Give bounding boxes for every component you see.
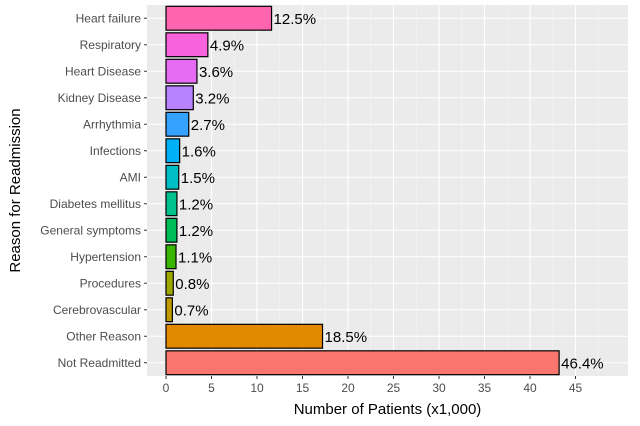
bars bbox=[165, 5, 560, 376]
data-label: 1.2% bbox=[179, 223, 213, 240]
bar bbox=[165, 323, 324, 349]
plot-background bbox=[147, 5, 628, 376]
bar bbox=[165, 164, 180, 190]
grid-lines bbox=[147, 5, 628, 376]
data-label: 12.5% bbox=[274, 11, 317, 28]
data-label: 18.5% bbox=[325, 329, 368, 346]
data-label: 1.6% bbox=[182, 143, 216, 160]
bar bbox=[165, 58, 198, 84]
y-tick-label: Infections bbox=[90, 144, 141, 158]
bar bbox=[165, 32, 209, 58]
x-tick-label: 0 bbox=[163, 381, 170, 395]
bar bbox=[165, 297, 173, 323]
data-label: 0.8% bbox=[175, 276, 209, 293]
y-tick-label: Not Readmitted bbox=[58, 356, 141, 370]
x-tick-label: 45 bbox=[569, 381, 583, 395]
bar bbox=[165, 350, 560, 376]
data-label: 0.7% bbox=[174, 302, 208, 319]
x-axis-tick-labels: 0 5 10 15 20 25 30 35 40 45 bbox=[163, 376, 583, 395]
data-label: 1.1% bbox=[178, 249, 212, 266]
y-tick-label: AMI bbox=[120, 170, 141, 184]
bar bbox=[165, 111, 190, 137]
x-tick-label: 40 bbox=[523, 381, 537, 395]
y-tick-label: Cerebrovascular bbox=[53, 303, 141, 317]
x-tick-label: 20 bbox=[341, 381, 355, 395]
data-label: 46.4% bbox=[561, 355, 604, 372]
x-tick-label: 25 bbox=[387, 381, 401, 395]
x-tick-label: 30 bbox=[432, 381, 446, 395]
bar bbox=[165, 244, 177, 270]
x-tick-label: 5 bbox=[208, 381, 215, 395]
data-label: 3.2% bbox=[195, 90, 229, 107]
y-axis-tick-labels: Heart failure Respiratory Heart Disease Kid… bbox=[40, 11, 147, 370]
y-tick-label: Arrhythmia bbox=[83, 117, 141, 131]
data-label: 4.9% bbox=[210, 37, 244, 54]
data-label: 3.6% bbox=[199, 64, 233, 81]
data-labels: 12.5% 4.9% 3.6% 3.2% 2.7% 1.6% 1.5% 1.2% 1.2% 1.1… bbox=[174, 11, 603, 373]
data-label: 1.5% bbox=[181, 170, 215, 187]
data-label: 1.2% bbox=[179, 196, 213, 213]
y-tick-label: Other Reason bbox=[66, 329, 141, 343]
x-tick-label: 35 bbox=[478, 381, 492, 395]
y-tick-label: Heart Disease bbox=[65, 64, 141, 78]
y-tick-label: Respiratory bbox=[80, 38, 141, 52]
data-label: 2.7% bbox=[191, 117, 225, 134]
y-tick-label: Hypertension bbox=[70, 250, 141, 264]
bar bbox=[165, 191, 178, 217]
x-tick-label: 10 bbox=[250, 381, 264, 395]
y-tick-label: General symptoms bbox=[40, 223, 141, 237]
y-tick-label: Heart failure bbox=[76, 11, 142, 25]
y-axis-title: Reason for Readmission bbox=[7, 108, 24, 272]
bar bbox=[165, 270, 174, 296]
y-tick-label: Procedures bbox=[80, 276, 141, 290]
bar bbox=[165, 138, 181, 164]
x-axis-title: Number of Patients (x1,000) bbox=[294, 401, 482, 418]
x-tick-label: 15 bbox=[296, 381, 310, 395]
bar bbox=[165, 5, 273, 31]
bar bbox=[165, 217, 178, 243]
y-tick-label: Kidney Disease bbox=[58, 91, 142, 105]
y-tick-label: Diabetes mellitus bbox=[50, 197, 141, 211]
bar bbox=[165, 85, 194, 111]
